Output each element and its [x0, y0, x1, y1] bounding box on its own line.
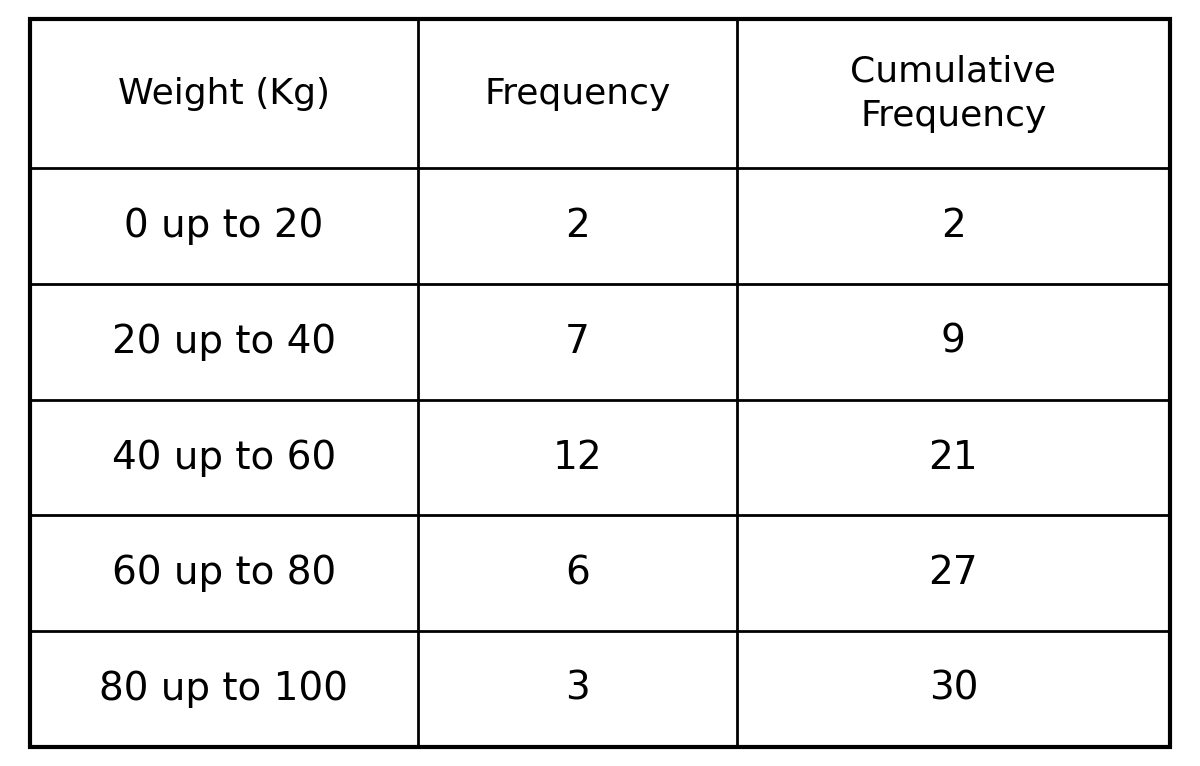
Text: 9: 9 [941, 323, 966, 361]
Text: 60 up to 80: 60 up to 80 [112, 555, 336, 592]
Text: 0 up to 20: 0 up to 20 [124, 207, 324, 245]
Text: 2: 2 [565, 207, 589, 245]
Text: 7: 7 [565, 323, 589, 361]
Text: 40 up to 60: 40 up to 60 [112, 439, 336, 476]
Text: Weight (Kg): Weight (Kg) [118, 77, 330, 111]
Text: Frequency: Frequency [484, 77, 671, 111]
Text: 12: 12 [552, 439, 602, 476]
Text: 20 up to 40: 20 up to 40 [112, 323, 336, 361]
Text: Cumulative
Frequency: Cumulative Frequency [851, 54, 1056, 133]
Text: 30: 30 [929, 670, 978, 708]
Text: 27: 27 [929, 555, 978, 592]
Text: 80 up to 100: 80 up to 100 [100, 670, 348, 708]
Text: 2: 2 [941, 207, 966, 245]
Text: 3: 3 [565, 670, 589, 708]
Text: 21: 21 [929, 439, 978, 476]
Text: 6: 6 [565, 555, 589, 592]
